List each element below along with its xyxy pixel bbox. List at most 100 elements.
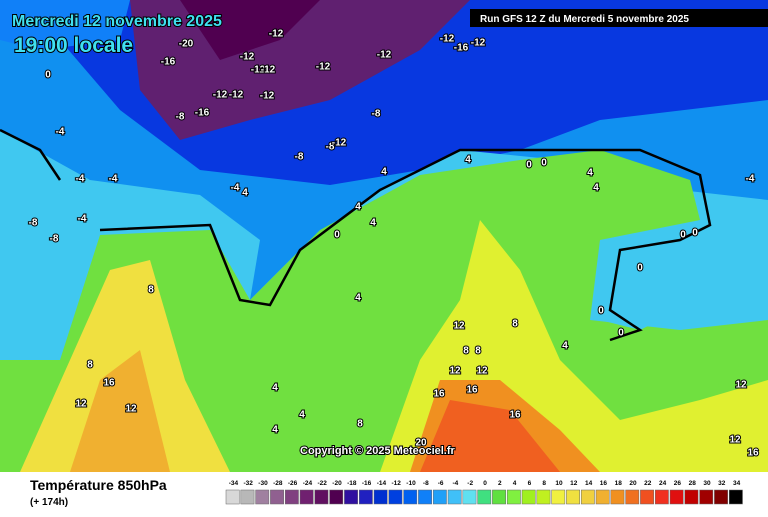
legend-swatch — [388, 489, 403, 505]
legend-swatch — [684, 489, 699, 505]
map-label: -12 — [261, 65, 276, 76]
map-label: -8 — [372, 109, 381, 120]
map-label: 0 — [334, 230, 340, 241]
map-label: 12 — [729, 435, 741, 446]
legend-label: 20 — [629, 480, 637, 487]
legend-swatch — [595, 489, 610, 505]
map-label: 16 — [103, 378, 115, 389]
map-label: -4 — [76, 174, 85, 185]
legend-label: -22 — [317, 480, 327, 487]
legend-label: 12 — [570, 480, 578, 487]
map-label: 8 — [512, 319, 518, 330]
legend-swatch — [299, 489, 314, 505]
time-title: 19:00 locale — [14, 34, 133, 57]
legend-label: -14 — [377, 480, 387, 487]
legend-swatch — [536, 489, 551, 505]
legend-swatch — [728, 489, 743, 505]
map-label: 12 — [449, 366, 461, 377]
legend-swatch — [669, 489, 684, 505]
map-label: -16 — [454, 43, 469, 54]
map-label: -8 — [29, 218, 38, 229]
map-label: -20 — [179, 39, 194, 50]
map-label: 4 — [381, 167, 387, 178]
copyright: Copyright © 2025 Meteociel.fr — [300, 445, 456, 457]
legend-swatch — [492, 489, 506, 505]
legend-swatch — [403, 489, 418, 505]
legend-swatch — [714, 489, 728, 505]
map-label: 0 — [598, 306, 604, 317]
map-label: -12 — [213, 90, 228, 101]
map-label: -12 — [471, 38, 486, 49]
map-label: 4 — [272, 425, 278, 436]
legend-label: 16 — [600, 480, 608, 487]
map-label: -12 — [377, 50, 392, 61]
map-label: 8 — [463, 346, 469, 357]
map-label: 0 — [680, 230, 686, 241]
legend-label: 14 — [585, 480, 593, 487]
legend-label: 30 — [703, 480, 711, 487]
run-info: Run GFS 12 Z du Mercredi 5 novembre 2025 — [480, 14, 689, 25]
legend-swatch — [447, 489, 462, 505]
legend-swatch — [654, 489, 669, 505]
map-label: 16 — [466, 385, 478, 396]
legend-label: 8 — [542, 480, 546, 487]
map-label: -8 — [295, 152, 304, 163]
map-label: 8 — [148, 285, 154, 296]
legend-label: -10 — [406, 480, 416, 487]
legend-label: 28 — [689, 480, 697, 487]
legend-label: -4 — [453, 480, 459, 487]
footer-title: Température 850hPa — [30, 477, 167, 493]
map-label: 20 — [415, 438, 427, 449]
map-label: -16 — [161, 57, 176, 68]
map-label: -4 — [231, 183, 240, 194]
legend-swatch — [551, 489, 566, 505]
legend-swatch — [270, 489, 284, 505]
map-label: 0 — [45, 70, 51, 81]
map-label: 12 — [125, 404, 137, 415]
map-label: 16 — [747, 448, 759, 459]
legend-label: -6 — [438, 480, 444, 487]
map-label: 4 — [593, 183, 599, 194]
legend-swatch — [610, 489, 625, 505]
map-label: 4 — [355, 202, 361, 213]
map-label: 12 — [453, 321, 465, 332]
map-label: -8 — [326, 142, 335, 153]
legend-swatch — [625, 489, 640, 505]
map-label: -4 — [56, 127, 65, 138]
map-label: -12 — [260, 91, 275, 102]
legend-label: -18 — [347, 480, 357, 487]
map-label: 0 — [637, 263, 643, 274]
legend-swatch — [462, 489, 477, 505]
legend-swatch — [521, 489, 536, 505]
legend-swatch — [373, 489, 388, 505]
map-label: 4 — [465, 155, 471, 166]
map-label: 16 — [509, 410, 521, 421]
legend-label: 4 — [513, 480, 517, 487]
legend-label: -30 — [258, 480, 268, 487]
map-label: 8 — [87, 360, 93, 371]
map-label: 4 — [562, 341, 568, 352]
map-label: -16 — [195, 108, 210, 119]
map-background — [0, 0, 768, 472]
legend-label: -34 — [229, 480, 239, 487]
legend-label: 18 — [615, 480, 623, 487]
legend-label: -8 — [423, 480, 429, 487]
run-box — [470, 9, 768, 27]
map-label: -12 — [316, 62, 331, 73]
map-label: -4 — [746, 174, 755, 185]
legend-swatch — [225, 489, 240, 505]
legend-label: -16 — [362, 480, 372, 487]
legend-label: 6 — [528, 480, 532, 487]
legend-swatch — [506, 489, 521, 505]
map-label: 16 — [433, 389, 445, 400]
date-title: Mercredi 12 novembre 2025 — [12, 13, 222, 30]
map-label: -8 — [176, 112, 185, 123]
legend-swatch — [477, 489, 492, 505]
map-label: -12 — [440, 34, 455, 45]
legend-label: -20 — [332, 480, 342, 487]
legend-swatch — [358, 489, 373, 505]
legend-label: 26 — [674, 480, 682, 487]
map-label: -4 — [78, 214, 87, 225]
map-label: 12 — [735, 380, 747, 391]
legend-swatch — [432, 489, 447, 505]
